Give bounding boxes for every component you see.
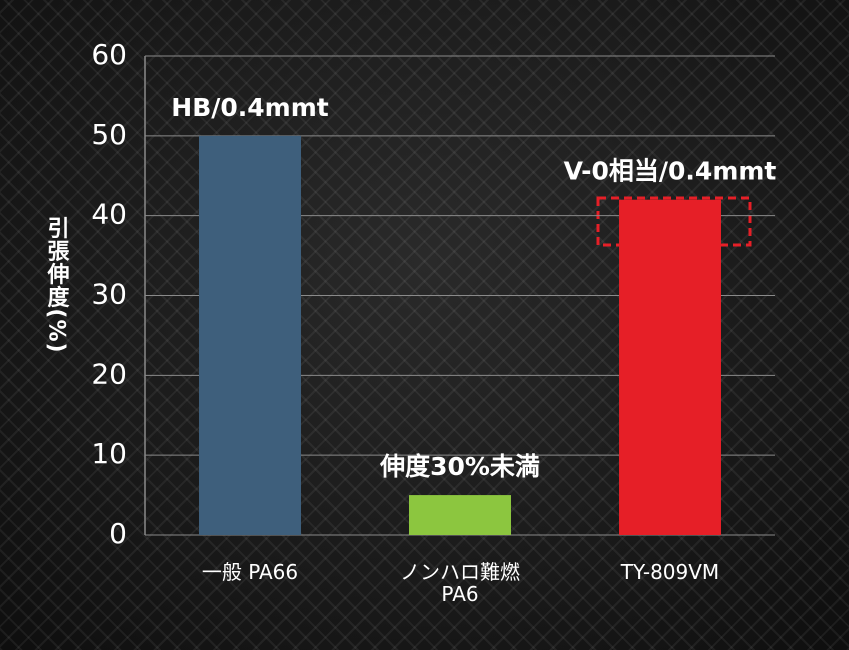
y-tick-label: 40	[91, 198, 127, 231]
y-axis-label: 引張伸度(%)	[44, 216, 71, 353]
y-tick-label: 0	[109, 517, 127, 550]
x-tick-label: 一般 PA66	[201, 560, 299, 584]
bar	[409, 495, 511, 535]
bar	[199, 135, 301, 536]
y-tick-label: 60	[91, 38, 127, 71]
y-tick-label: 10	[91, 437, 127, 470]
annotation: V-0相当/0.4mmt	[564, 157, 777, 186]
annotation: HB/0.4mmt	[171, 93, 328, 122]
y-tick-label: 30	[91, 278, 127, 311]
x-tick-label: TY-809VM	[620, 560, 720, 584]
bar	[619, 199, 721, 535]
y-tick-label: 20	[91, 357, 127, 390]
annotation: 伸度30%未満	[379, 452, 540, 481]
y-tick-label: 50	[91, 118, 127, 151]
x-tick-label: ノンハロ難燃 PA6	[400, 560, 520, 606]
